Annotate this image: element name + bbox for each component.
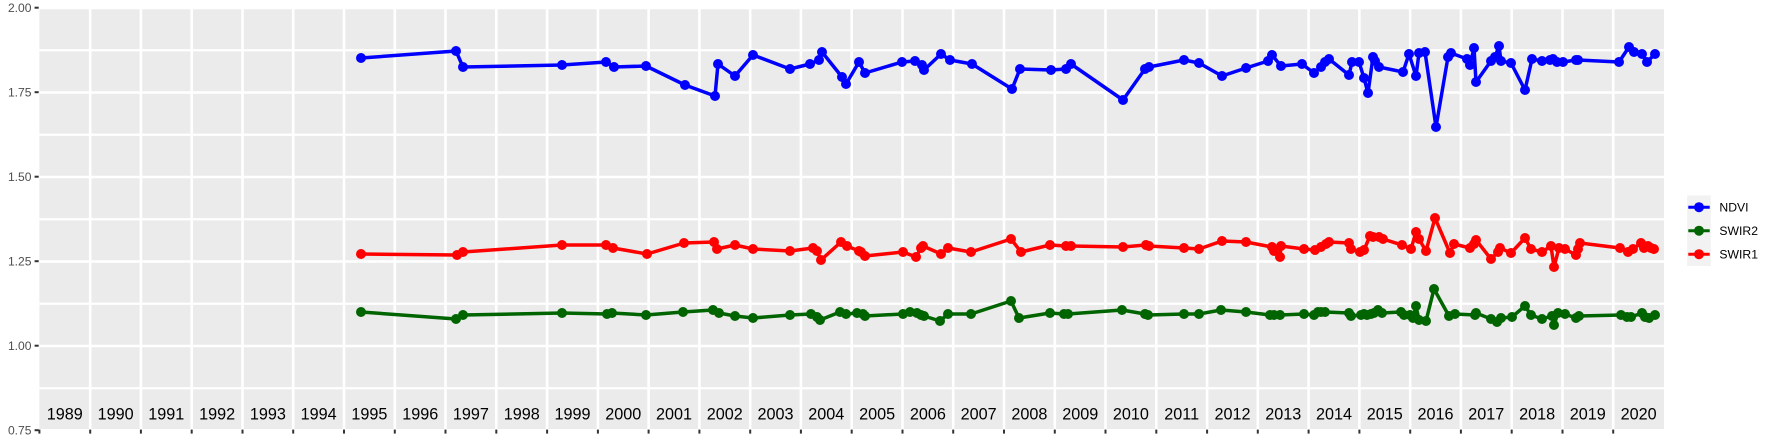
svg-text:2.00: 2.00 [8, 1, 32, 15]
svg-text:2014: 2014 [1316, 406, 1352, 424]
svg-text:SWIR1: SWIR1 [1719, 247, 1758, 261]
svg-text:2010: 2010 [1113, 406, 1149, 424]
svg-text:NDVI: NDVI [1719, 200, 1748, 214]
svg-text:1993: 1993 [250, 406, 286, 424]
svg-text:1998: 1998 [504, 406, 540, 424]
svg-text:2004: 2004 [808, 406, 844, 424]
svg-text:2001: 2001 [656, 406, 692, 424]
svg-text:2006: 2006 [910, 406, 946, 424]
svg-text:1994: 1994 [301, 406, 337, 424]
svg-text:1996: 1996 [402, 406, 438, 424]
svg-text:2017: 2017 [1468, 406, 1504, 424]
svg-text:2018: 2018 [1519, 406, 1555, 424]
svg-text:2007: 2007 [961, 406, 997, 424]
svg-text:2012: 2012 [1214, 406, 1250, 424]
svg-text:1.00: 1.00 [8, 339, 32, 353]
svg-text:2013: 2013 [1265, 406, 1301, 424]
svg-text:2009: 2009 [1062, 406, 1098, 424]
svg-text:1992: 1992 [199, 406, 235, 424]
svg-text:SWIR2: SWIR2 [1719, 224, 1758, 238]
svg-text:2015: 2015 [1367, 406, 1403, 424]
svg-text:2002: 2002 [707, 406, 743, 424]
svg-text:1990: 1990 [98, 406, 134, 424]
svg-text:2019: 2019 [1570, 406, 1606, 424]
svg-text:2020: 2020 [1621, 406, 1657, 424]
svg-text:2016: 2016 [1417, 406, 1453, 424]
svg-text:1989: 1989 [47, 406, 83, 424]
svg-text:0.75: 0.75 [8, 424, 32, 438]
svg-text:1999: 1999 [554, 406, 590, 424]
svg-text:1.75: 1.75 [8, 86, 32, 100]
svg-text:1991: 1991 [148, 406, 184, 424]
svg-text:1.25: 1.25 [8, 255, 32, 269]
svg-text:2000: 2000 [605, 406, 641, 424]
svg-text:1997: 1997 [453, 406, 489, 424]
svg-text:2005: 2005 [859, 406, 895, 424]
svg-text:1995: 1995 [351, 406, 387, 424]
svg-text:1.50: 1.50 [8, 170, 32, 184]
svg-text:2008: 2008 [1011, 406, 1047, 424]
svg-text:2003: 2003 [757, 406, 793, 424]
svg-text:2011: 2011 [1164, 406, 1199, 424]
